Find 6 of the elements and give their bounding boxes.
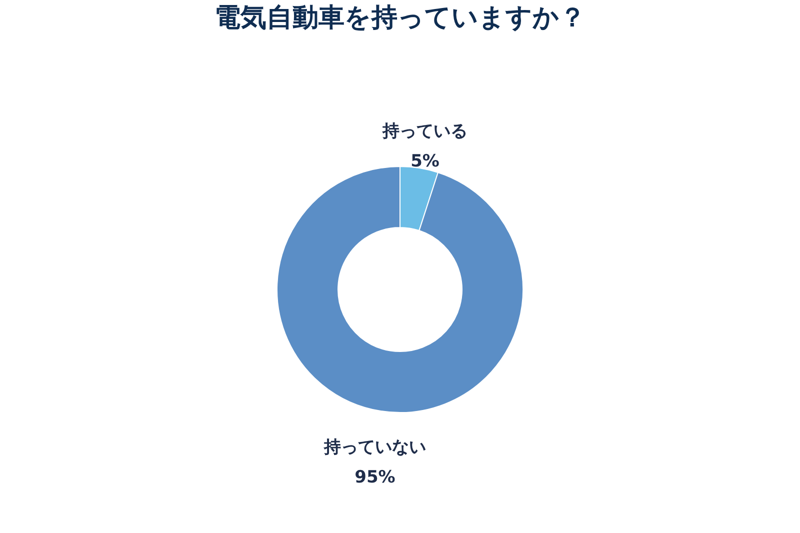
data-label: 95% bbox=[354, 468, 396, 488]
donut-slice bbox=[276, 166, 524, 413]
data-label: 5% bbox=[410, 151, 440, 172]
slice-label: 持っていない bbox=[322, 438, 426, 458]
chart-title: 電気自動車を持っていますか？ bbox=[214, 3, 586, 33]
slice-label: 持っている bbox=[382, 121, 468, 142]
